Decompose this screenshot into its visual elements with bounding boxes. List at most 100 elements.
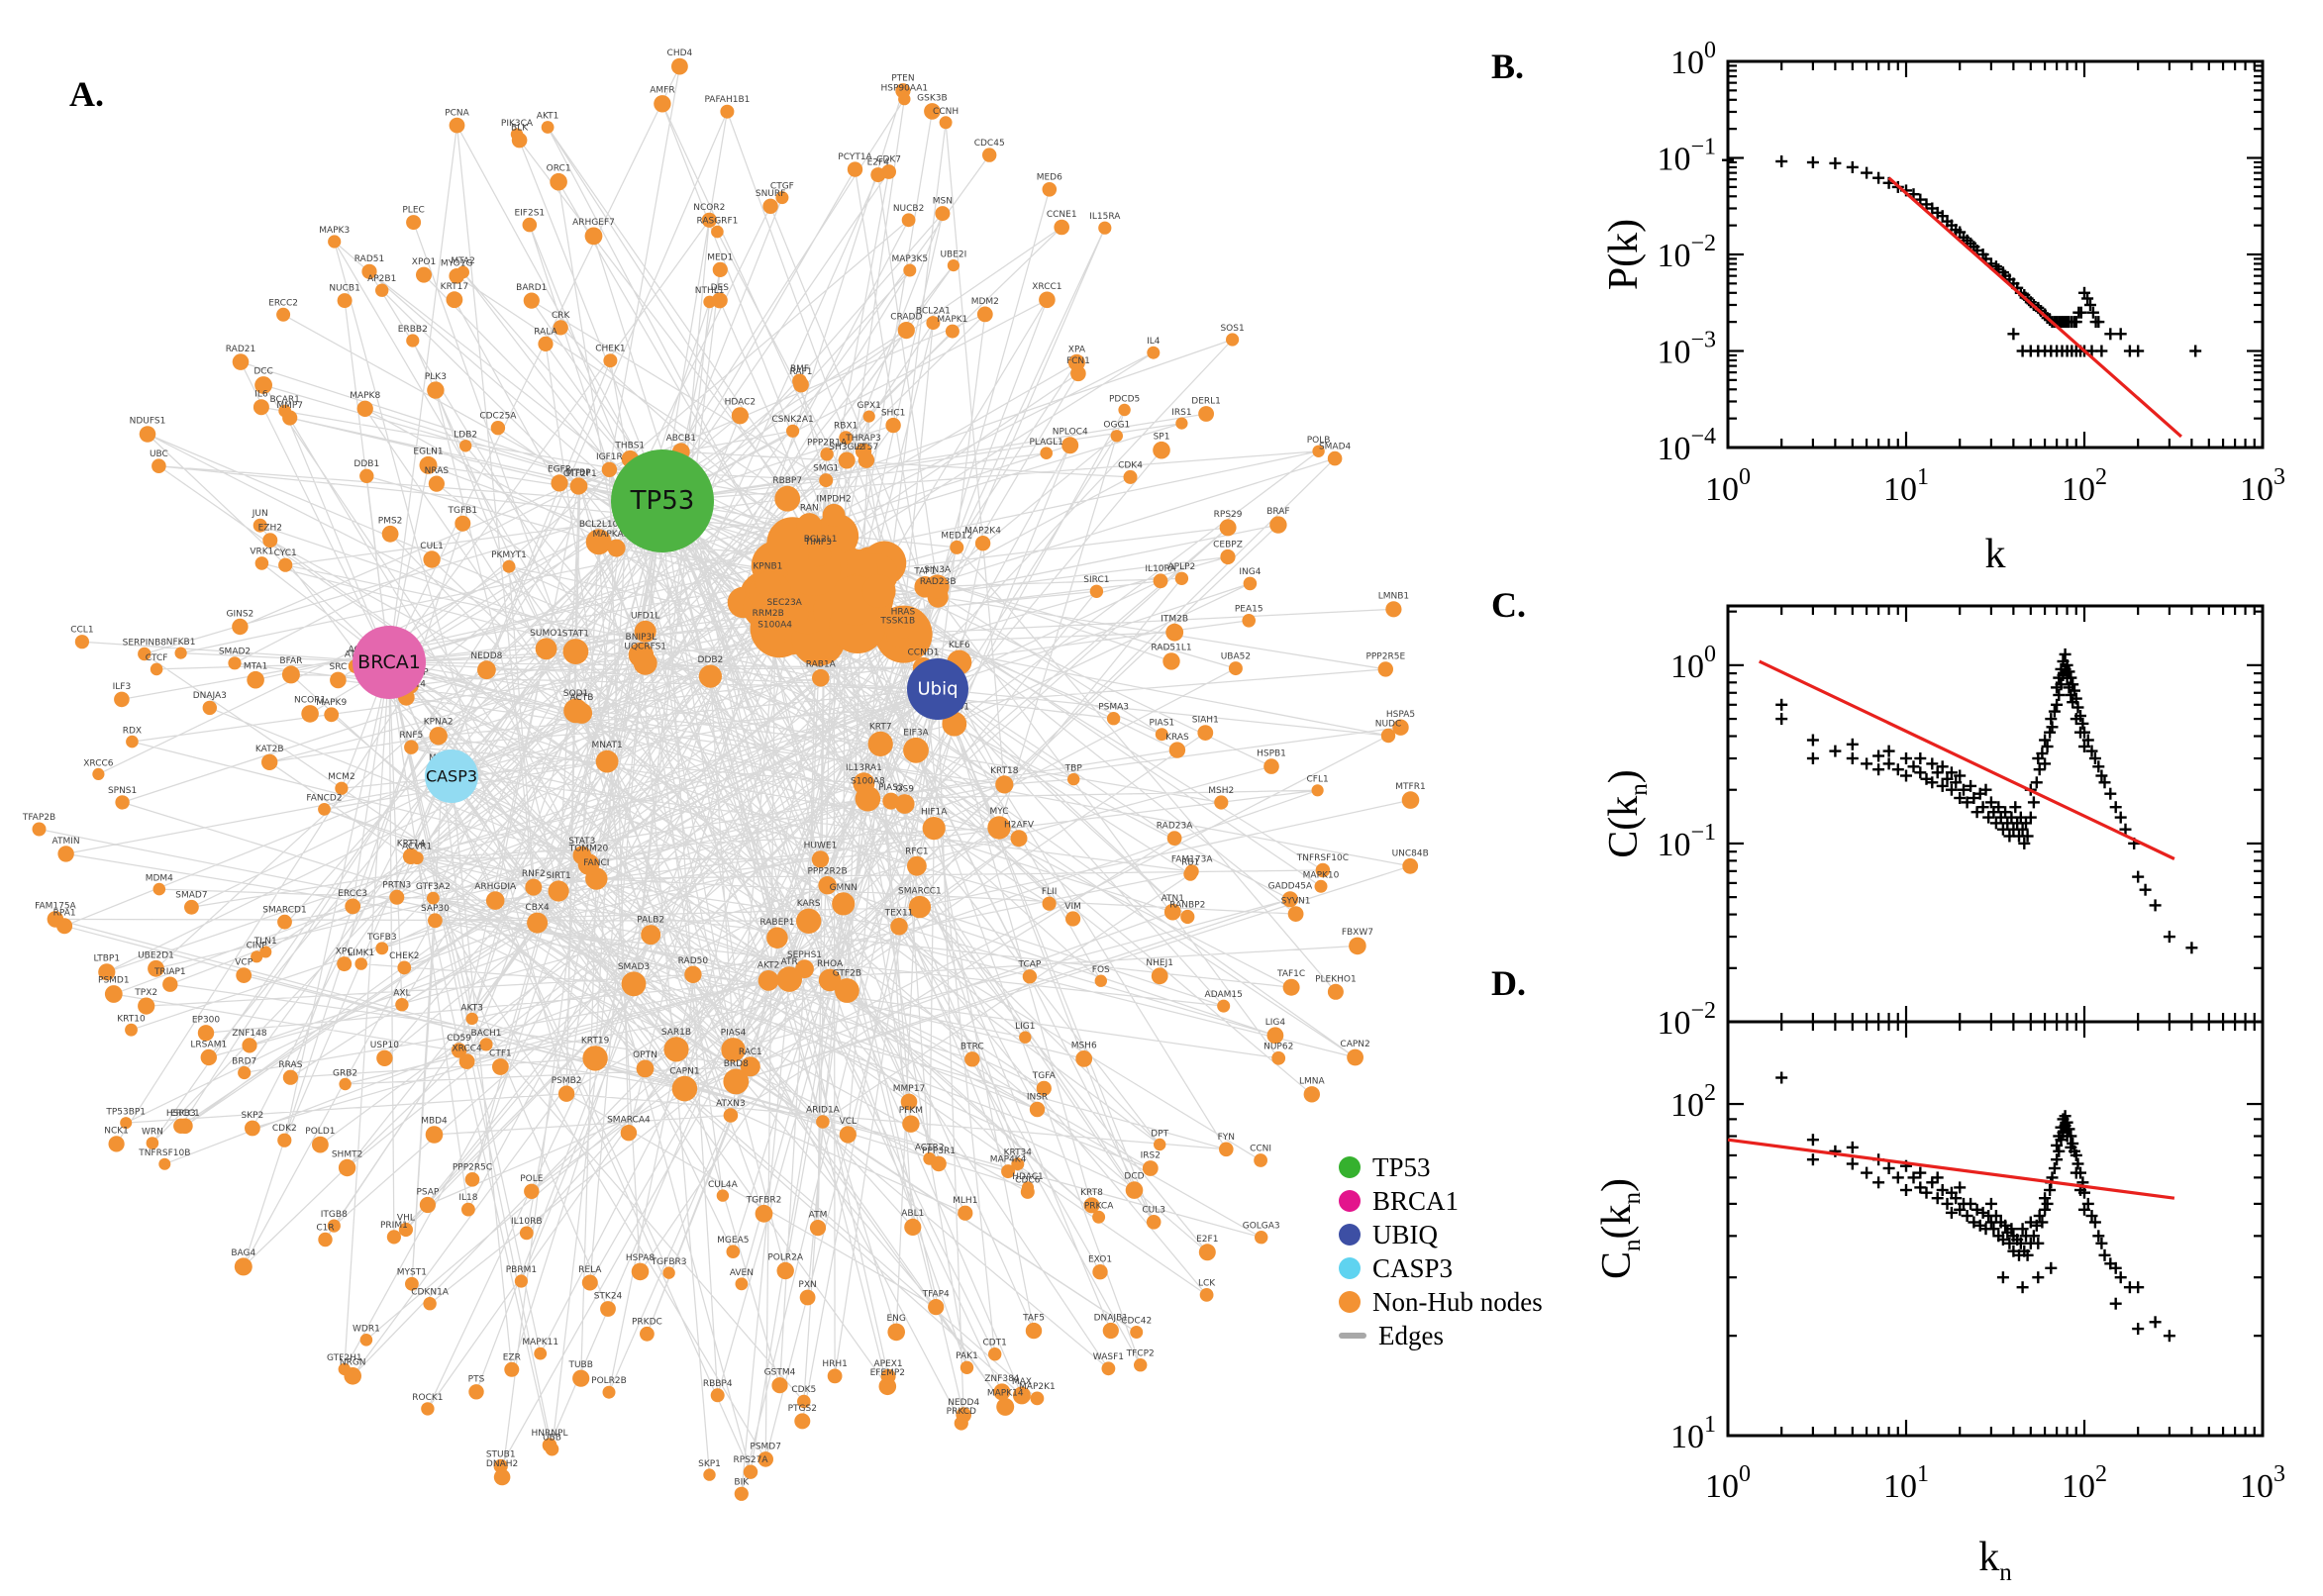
svg-text:BRD8: BRD8 xyxy=(724,1059,749,1069)
svg-text:PSAP: PSAP xyxy=(416,1187,439,1197)
svg-text:SH3GL2: SH3GL2 xyxy=(829,443,864,452)
svg-text:MBD4: MBD4 xyxy=(421,1117,448,1127)
svg-text:PALB2: PALB2 xyxy=(637,916,664,926)
svg-text:PPP2R5E: PPP2R5E xyxy=(1365,652,1405,662)
svg-text:RAD51: RAD51 xyxy=(354,254,384,264)
svg-text:RAD21: RAD21 xyxy=(226,345,255,354)
svg-text:PCYT1A: PCYT1A xyxy=(838,152,872,162)
plot-C: 100 10−1 10−2 C(kn) xyxy=(1601,604,2265,1042)
svg-text:MAP2K1: MAP2K1 xyxy=(1019,1382,1056,1392)
svg-text:SKP1: SKP1 xyxy=(698,1459,721,1469)
svg-text:XRCC6: XRCC6 xyxy=(83,758,114,768)
svg-text:NUP62: NUP62 xyxy=(1263,1042,1293,1051)
svg-text:TFCP2: TFCP2 xyxy=(1126,1349,1155,1359)
svg-text:PXN: PXN xyxy=(798,1280,816,1290)
svg-text:PIAS2: PIAS2 xyxy=(878,783,904,793)
svg-text:TGFA: TGFA xyxy=(1032,1071,1057,1081)
svg-text:FCN1: FCN1 xyxy=(1066,356,1090,366)
svg-text:VCL: VCL xyxy=(840,1117,857,1127)
svg-text:STAT1: STAT1 xyxy=(562,630,589,640)
svg-text:SMAD7: SMAD7 xyxy=(175,890,207,900)
svg-text:BIK: BIK xyxy=(734,1477,750,1487)
svg-text:RRM2B: RRM2B xyxy=(753,609,784,619)
svg-text:RABEP1: RABEP1 xyxy=(759,918,794,928)
svg-text:MAPK3: MAPK3 xyxy=(319,226,350,236)
svg-text:NCOR1: NCOR1 xyxy=(294,696,326,706)
svg-text:TRIAP1: TRIAP1 xyxy=(153,967,186,977)
svg-text:MYC: MYC xyxy=(989,807,1008,817)
svg-text:RAD51L1: RAD51L1 xyxy=(1151,644,1191,653)
svg-text:EP300: EP300 xyxy=(192,1016,221,1026)
svg-text:TCAP: TCAP xyxy=(1017,960,1041,970)
svg-text:KAT2B: KAT2B xyxy=(255,745,284,754)
svg-text:FLII: FLII xyxy=(1042,887,1058,897)
svg-text:SAR1B: SAR1B xyxy=(661,1028,691,1038)
svg-text:TGFBR2: TGFBR2 xyxy=(746,1195,782,1205)
legend-label: Non-Hub nodes xyxy=(1372,1286,1543,1317)
svg-text:KRT18: KRT18 xyxy=(990,766,1019,776)
plot-B-points xyxy=(1722,153,2202,357)
svg-text:OS9: OS9 xyxy=(895,785,914,795)
plot-C-ylabel: C(kn) xyxy=(1601,769,1653,858)
svg-text:GTF2H1: GTF2H1 xyxy=(327,1353,362,1363)
svg-text:ROCK1: ROCK1 xyxy=(412,1393,443,1403)
svg-text:CHEK2: CHEK2 xyxy=(389,951,419,961)
svg-text:RDX: RDX xyxy=(123,726,142,736)
svg-text:MLH1: MLH1 xyxy=(953,1196,977,1206)
svg-text:MGEA5: MGEA5 xyxy=(717,1236,749,1246)
svg-text:TFAP2B: TFAP2B xyxy=(22,813,55,823)
svg-text:TGFB3: TGFB3 xyxy=(366,933,397,943)
svg-text:SEC23A: SEC23A xyxy=(767,598,803,608)
svg-text:HSPA5: HSPA5 xyxy=(1386,710,1415,720)
svg-text:RPA1: RPA1 xyxy=(53,909,76,919)
svg-text:CDK4: CDK4 xyxy=(1118,460,1143,470)
svg-text:DPT: DPT xyxy=(1151,1129,1168,1139)
svg-text:CDC25A: CDC25A xyxy=(479,411,517,421)
svg-text:ACTB: ACTB xyxy=(570,693,594,703)
svg-text:SERPINB8: SERPINB8 xyxy=(123,638,167,648)
svg-text:ATR: ATR xyxy=(781,957,798,967)
svg-text:GMNN: GMNN xyxy=(830,883,858,893)
svg-text:MDM2: MDM2 xyxy=(971,297,999,307)
svg-text:MTFR1: MTFR1 xyxy=(1395,782,1425,792)
svg-text:DES: DES xyxy=(711,283,730,293)
svg-text:TGFB1: TGFB1 xyxy=(448,506,478,516)
svg-text:LIG4: LIG4 xyxy=(1265,1018,1286,1028)
svg-text:AKT1: AKT1 xyxy=(537,112,559,122)
legend-label: CASP3 xyxy=(1372,1252,1454,1283)
svg-text:SMARCC1: SMARCC1 xyxy=(898,886,942,896)
svg-text:PLK3: PLK3 xyxy=(425,372,447,382)
svg-text:SEPHS1: SEPHS1 xyxy=(787,950,822,960)
plot-D-xlabel: kn xyxy=(1978,1535,2012,1586)
svg-text:MTA1: MTA1 xyxy=(244,661,267,671)
svg-text:ILF3: ILF3 xyxy=(113,682,132,692)
svg-text:RHOA: RHOA xyxy=(817,959,844,969)
svg-text:DNAJA3: DNAJA3 xyxy=(193,691,227,701)
svg-text:TAF5: TAF5 xyxy=(1022,1313,1045,1323)
svg-text:AXL: AXL xyxy=(393,989,410,999)
svg-text:CAPN1: CAPN1 xyxy=(669,1066,699,1076)
svg-text:WDR1: WDR1 xyxy=(353,1325,380,1335)
svg-text:CTF1: CTF1 xyxy=(489,1049,512,1059)
svg-text:ITGB8: ITGB8 xyxy=(321,1210,348,1220)
svg-text:GOLGA3: GOLGA3 xyxy=(1243,1222,1280,1232)
svg-text:CUL4A: CUL4A xyxy=(708,1180,739,1190)
svg-text:KRT34: KRT34 xyxy=(1004,1148,1033,1158)
svg-text:GINS2: GINS2 xyxy=(226,609,253,619)
svg-text:ATM: ATM xyxy=(809,1211,828,1221)
plot-D-fit-line xyxy=(1727,1138,2175,1200)
svg-text:KARS: KARS xyxy=(797,899,821,909)
svg-text:TP53BP1: TP53BP1 xyxy=(105,1108,146,1118)
svg-text:TNFRSF10C: TNFRSF10C xyxy=(1296,853,1349,863)
svg-text:MAPK14: MAPK14 xyxy=(987,1389,1024,1399)
svg-text:RAF1: RAF1 xyxy=(790,367,813,377)
svg-text:XPO1: XPO1 xyxy=(412,257,436,267)
svg-text:MMP7: MMP7 xyxy=(276,401,303,411)
svg-text:IL15RA: IL15RA xyxy=(1089,212,1121,222)
svg-text:DNAJB1: DNAJB1 xyxy=(1094,1313,1128,1323)
svg-text:DDB2: DDB2 xyxy=(698,655,724,665)
svg-text:SIAH1: SIAH1 xyxy=(1192,716,1219,726)
svg-text:NCOR2: NCOR2 xyxy=(693,203,725,213)
svg-text:MYO1G: MYO1G xyxy=(441,259,473,269)
svg-text:BARD1: BARD1 xyxy=(516,283,547,293)
